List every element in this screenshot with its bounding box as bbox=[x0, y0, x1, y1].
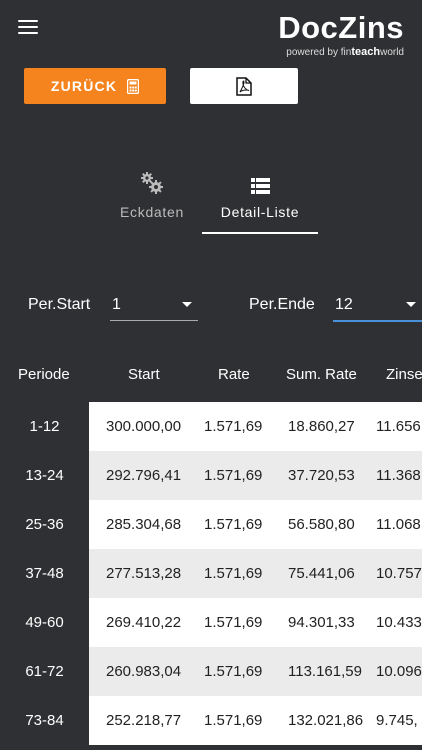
table-row: 1-12 300.000,00 1.571,69 18.860,27 11.656 bbox=[0, 402, 422, 451]
cell-rate: 1.571,69 bbox=[204, 418, 263, 435]
chevron-down-icon bbox=[406, 302, 416, 307]
cell-sum: 132.021,86 bbox=[288, 712, 364, 729]
logo-powered: powered by bbox=[286, 47, 338, 58]
pdf-icon bbox=[236, 76, 252, 96]
tab-eckdaten-label: Eckdaten bbox=[120, 204, 184, 220]
logo-subtitle: powered by finteachworld bbox=[262, 46, 404, 58]
back-button-label: ZURÜCK bbox=[50, 78, 118, 94]
cell-period: 13-24 bbox=[0, 451, 89, 500]
cell-sum: 18.860,27 bbox=[288, 418, 355, 435]
cell-sum: 37.720,53 bbox=[288, 467, 355, 484]
period-end-value: 12 bbox=[335, 296, 353, 313]
cell-zins: 11.068 bbox=[376, 516, 421, 533]
col-header-rate: Rate bbox=[218, 366, 250, 383]
row-background bbox=[89, 598, 422, 647]
cell-zins: 11.656 bbox=[376, 418, 421, 435]
cell-rate: 1.571,69 bbox=[204, 712, 263, 729]
logo-title: DocZins bbox=[278, 10, 404, 45]
table-row: 37-48 277.513,28 1.571,69 75.441,06 10.757 bbox=[0, 549, 422, 598]
cell-rate: 1.571,69 bbox=[204, 467, 263, 484]
table-row: 25-36 285.304,68 1.571,69 56.580,80 11.068 bbox=[0, 500, 422, 549]
logo-brand-bold: teach bbox=[351, 46, 381, 58]
row-background bbox=[89, 647, 422, 696]
cell-sum: 113.161,59 bbox=[288, 663, 362, 680]
row-background bbox=[89, 402, 422, 451]
period-start-label: Per.Start bbox=[28, 296, 91, 313]
cell-sum: 56.580,80 bbox=[288, 516, 355, 533]
logo-brand-pre: fin bbox=[340, 47, 352, 58]
col-header-start: Start bbox=[128, 366, 160, 383]
cell-start: 269.410,22 bbox=[106, 614, 182, 631]
cell-period: 73-84 bbox=[0, 696, 89, 745]
cell-start: 277.513,28 bbox=[106, 565, 182, 582]
gears-icon bbox=[141, 172, 163, 194]
pdf-button[interactable] bbox=[190, 68, 298, 104]
cell-start: 285.304,68 bbox=[106, 516, 182, 533]
cell-zins: 10.757 bbox=[376, 565, 422, 582]
row-background bbox=[89, 696, 422, 745]
cell-start: 292.796,41 bbox=[106, 467, 182, 484]
cell-rate: 1.571,69 bbox=[204, 565, 263, 582]
cell-zins: 9.745, bbox=[376, 712, 418, 729]
cell-start: 252.218,77 bbox=[106, 712, 182, 729]
cell-start: 260.983,04 bbox=[106, 663, 182, 680]
active-tab-indicator bbox=[202, 232, 318, 234]
row-background bbox=[89, 451, 422, 500]
cell-period: 49-60 bbox=[0, 598, 89, 647]
cell-rate: 1.571,69 bbox=[204, 614, 263, 631]
chevron-down-icon bbox=[182, 302, 192, 307]
cell-start: 300.000,00 bbox=[106, 418, 182, 435]
period-start-value: 1 bbox=[112, 296, 121, 313]
period-end-label: Per.Ende bbox=[249, 296, 315, 313]
row-background bbox=[89, 500, 422, 549]
tab-eckdaten[interactable]: Eckdaten bbox=[110, 170, 194, 236]
cell-sum: 75.441,06 bbox=[288, 565, 355, 582]
cell-zins: 10.433 bbox=[376, 614, 422, 631]
col-header-periode: Periode bbox=[18, 366, 70, 383]
table-row: 61-72 260.983,04 1.571,69 113.161,59 10.096 bbox=[0, 647, 422, 696]
cell-period: 37-48 bbox=[0, 549, 89, 598]
app-logo: DocZins powered by finteachworld bbox=[262, 12, 404, 62]
tab-detail-liste-label: Detail-Liste bbox=[220, 204, 300, 220]
cell-sum: 94.301,33 bbox=[288, 614, 355, 631]
cell-period: 61-72 bbox=[0, 647, 89, 696]
calculator-icon bbox=[127, 78, 140, 94]
logo-brand-post: world bbox=[380, 47, 404, 58]
tab-detail-liste[interactable]: Detail-Liste bbox=[202, 170, 318, 236]
row-background bbox=[89, 549, 422, 598]
cell-period: 25-36 bbox=[0, 500, 89, 549]
menu-icon[interactable] bbox=[18, 20, 38, 36]
cell-zins: 10.096 bbox=[376, 663, 422, 680]
cell-period: 1-12 bbox=[0, 402, 89, 451]
table-row: 13-24 292.796,41 1.571,69 37.720,53 11.368 bbox=[0, 451, 422, 500]
table-row: 73-84 252.218,77 1.571,69 132.021,86 9.745, bbox=[0, 696, 422, 745]
list-icon bbox=[250, 178, 270, 194]
tab-bar: Eckdaten Detail-Liste bbox=[100, 170, 330, 236]
period-start-select[interactable]: 1 bbox=[110, 288, 198, 321]
table-row: 49-60 269.410,22 1.571,69 94.301,33 10.433 bbox=[0, 598, 422, 647]
data-table: 1-12 300.000,00 1.571,69 18.860,27 11.656 13-… bbox=[0, 402, 422, 745]
col-header-sum-rate: Sum. Rate bbox=[286, 366, 357, 383]
cell-zins: 11.368 bbox=[376, 467, 421, 484]
period-end-select[interactable]: 12 bbox=[333, 288, 422, 322]
cell-rate: 1.571,69 bbox=[204, 516, 263, 533]
col-header-zinsen: Zinse bbox=[386, 366, 422, 383]
back-button[interactable]: ZURÜCK bbox=[24, 68, 166, 104]
table-header: Periode Start Rate Sum. Rate Zinse bbox=[0, 366, 422, 390]
cell-rate: 1.571,69 bbox=[204, 663, 263, 680]
